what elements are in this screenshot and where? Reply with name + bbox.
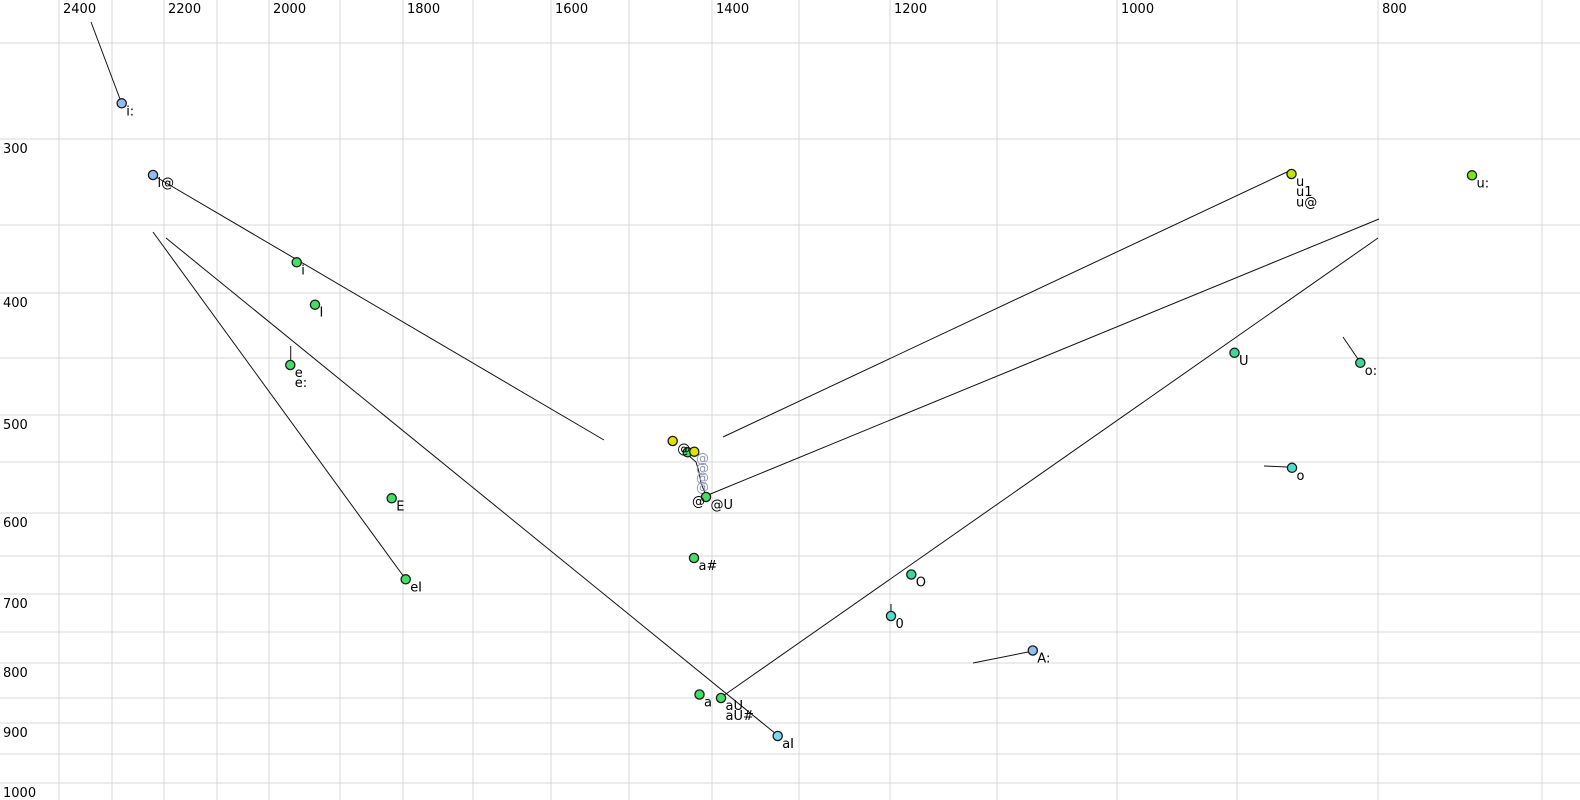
trajectory-line-o (1263, 465, 1288, 468)
vowel-label-i_: i@ (158, 176, 175, 191)
vowel-label-A_: A: (1037, 652, 1050, 667)
trajectory-line-A_ (972, 651, 1029, 664)
x-axis-tick-label-1600: 1600 (555, 2, 588, 17)
vowel-point-u[interactable] (1286, 168, 1297, 180)
vowel-point-_mid_yellow[interactable] (689, 446, 700, 457)
vowel-point-i_[interactable] (147, 169, 159, 181)
vowel-point-o_[interactable] (1355, 357, 1366, 369)
vowel-point-i[interactable] (291, 257, 302, 268)
trajectory-line-aU (722, 237, 1379, 697)
vowel-point-A_[interactable] (1027, 645, 1039, 656)
vowel-point-aU[interactable] (715, 692, 727, 704)
vowel-point-I[interactable] (309, 299, 321, 310)
gray-schwa-glyph: @ (696, 462, 709, 477)
vowel-label-0: 0 (896, 617, 904, 632)
extra-label-_: @ (692, 495, 705, 510)
x-axis-tick-label-2000: 2000 (273, 2, 306, 17)
vowel-label-e: e (295, 366, 303, 381)
vowel-label-o_: o: (1365, 364, 1377, 379)
vowel-label-e_: e: (295, 376, 307, 391)
y-axis-tick-label-400: 400 (3, 296, 28, 311)
vowel-label-u: u (1296, 175, 1304, 190)
vowel-points (116, 98, 1478, 742)
y-axis-tick-label-500: 500 (3, 418, 28, 433)
vowel-point-e[interactable] (285, 359, 296, 371)
trajectory-line-u (722, 171, 1288, 438)
vowel-label-i: i (301, 263, 305, 278)
vowel-point-E[interactable] (386, 493, 397, 504)
x-axis-tick-label-1400: 1400 (716, 2, 749, 17)
gray-schwa-glyph: @ (696, 471, 709, 486)
axis-labels: 2400 2200 2000 1800 1600 1400 1200 1000 800 300 40… (3, 2, 1407, 800)
y-axis-tick-label-300: 300 (3, 142, 28, 157)
y-axis-tick-label-600: 600 (3, 516, 28, 531)
vowel-label-u_: u: (1477, 176, 1490, 191)
vowel-label-I: I (320, 306, 324, 321)
trajectory-line-aI (165, 237, 777, 735)
schwa-cluster-polyline (687, 454, 706, 494)
gray-schwa-glyph: @ (696, 481, 709, 496)
gray-schwa-glyph: @ (696, 452, 709, 467)
gray-glyph-column: @@@@ (696, 452, 709, 496)
trajectory-line-eI (152, 231, 405, 578)
vowel-label-aI: aI (782, 737, 794, 752)
x-axis-tick-label-2200: 2200 (168, 2, 201, 17)
vowel-label-E: E (396, 499, 404, 514)
x-axis-tick-label-1200: 1200 (894, 2, 927, 17)
x-axis-tick-label-1000: 1000 (1121, 2, 1154, 17)
vowel-point-o[interactable] (1286, 462, 1298, 474)
vowel-point-u_[interactable] (1466, 170, 1478, 181)
vowel-label-u_: u@ (1296, 195, 1317, 210)
vowel-point-a_[interactable] (688, 552, 700, 564)
y-axis-tick-label-900: 900 (3, 726, 28, 741)
vowel-label-aU: aU (726, 699, 743, 714)
x-axis-tick-label-800: 800 (1382, 2, 1407, 17)
trajectory-line-i_ (155, 176, 605, 441)
trajectory-lines (90, 21, 1380, 735)
trajectory-line-o_ (1342, 336, 1359, 360)
y-axis-tick-label-800: 800 (3, 666, 28, 681)
vowel-label-_U: @U (711, 498, 734, 513)
vowel-label-O: O (916, 576, 926, 591)
vowel-point-_U[interactable] (700, 491, 712, 503)
vowel-label-a_: a# (699, 559, 718, 574)
vowel-point-O[interactable] (906, 569, 917, 580)
vowel-point-U[interactable] (1229, 347, 1240, 359)
vowel-label-a: a (704, 696, 712, 711)
vowel-point-0[interactable] (885, 610, 897, 622)
vowel-point-_[interactable] (667, 435, 678, 447)
vowel-label-o: o (1297, 469, 1305, 484)
vowel-point-a[interactable] (694, 689, 705, 700)
vowel-point-aI[interactable] (772, 730, 783, 742)
vowel-label-i_: i: (126, 104, 134, 119)
y-axis-tick-label-1000: 1000 (3, 786, 36, 800)
y-axis-tick-label-700: 700 (3, 597, 28, 612)
x-axis-tick-label-2400: 2400 (63, 2, 96, 17)
vowel-point-i_[interactable] (116, 98, 127, 109)
vowel-label-U: U (1239, 354, 1249, 369)
vowel-label-eI: eI (410, 580, 422, 595)
vowel-label-_: @ (677, 442, 690, 457)
x-axis-tick-label-1800: 1800 (407, 2, 440, 17)
vowel-point-eI[interactable] (400, 574, 411, 585)
vowel-label-u1: u1 (1296, 185, 1313, 200)
trajectory-line-i_ (90, 21, 121, 100)
vowel-label-aU_: aU# (726, 709, 754, 724)
trajectory-line-_U (707, 218, 1380, 496)
